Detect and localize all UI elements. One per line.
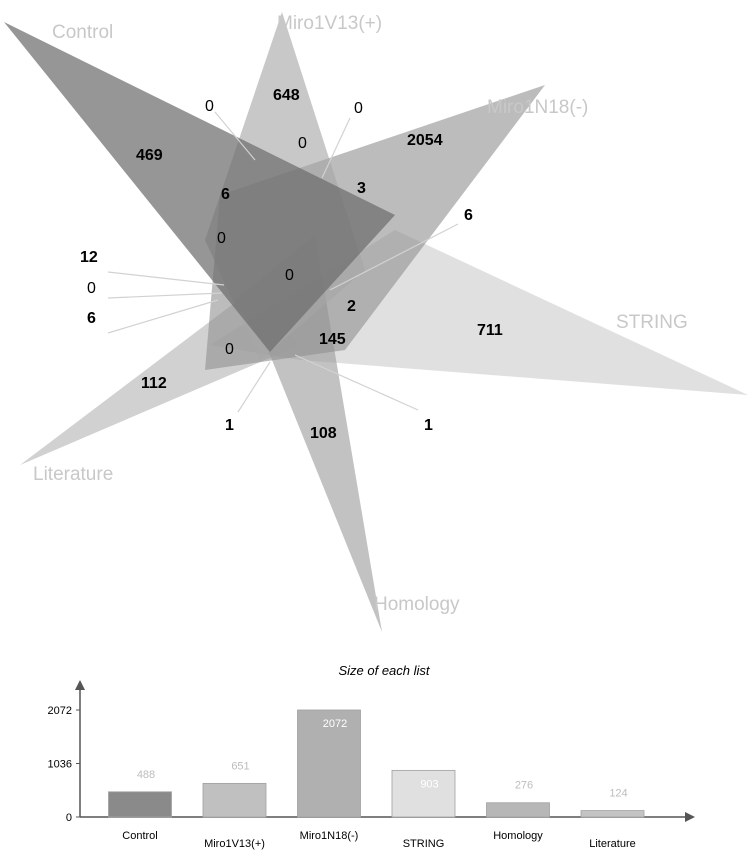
bar-value-label: 124 bbox=[609, 788, 627, 800]
count-string-only: 711 bbox=[477, 322, 503, 339]
bar bbox=[297, 709, 361, 818]
count-region: 6 bbox=[87, 310, 96, 327]
bar-value-label: 488 bbox=[137, 769, 155, 781]
bar-category-label: Miro1N18(-) bbox=[300, 830, 359, 842]
y-tick-label: 2072 bbox=[48, 705, 72, 717]
chart-value-labels: 488 651 2072 903 276 124 bbox=[137, 718, 628, 800]
count-region: 2 bbox=[347, 298, 356, 315]
bar bbox=[108, 791, 172, 818]
bar bbox=[580, 810, 645, 818]
count-region: 6 bbox=[464, 207, 473, 224]
bar-value-label: 2072 bbox=[323, 718, 347, 730]
bar-value-label: 276 bbox=[515, 780, 533, 792]
leader-lines bbox=[107, 111, 459, 413]
bar-category-label: Miro1V13(+) bbox=[204, 838, 265, 850]
leader-line bbox=[329, 223, 459, 291]
count-homology-only: 108 bbox=[310, 425, 337, 442]
set-shape-control bbox=[4, 22, 395, 352]
bar-category-label: STRING bbox=[403, 838, 445, 850]
count-control-only: 469 bbox=[136, 147, 163, 164]
count-region: 0 bbox=[217, 230, 226, 247]
leader-line bbox=[214, 111, 256, 161]
count-region: 0 bbox=[285, 267, 294, 284]
bar bbox=[202, 782, 267, 818]
count-region: 0 bbox=[87, 280, 96, 297]
count-region: 6 bbox=[221, 186, 230, 203]
y-tick-label: 1036 bbox=[48, 759, 72, 771]
leader-line bbox=[321, 117, 351, 179]
count-region: 1 bbox=[424, 417, 433, 434]
venn-shapes bbox=[4, 12, 748, 632]
chart-ticks: 0 1036 2072 bbox=[48, 705, 80, 824]
y-axis-arrow bbox=[75, 680, 85, 690]
bar bbox=[486, 802, 550, 818]
count-miro1v13-only: 648 bbox=[273, 87, 300, 104]
count-region: 12 bbox=[80, 249, 98, 266]
set-label-miro1n18: Miro1N18(-) bbox=[487, 97, 588, 118]
count-region: 0 bbox=[225, 341, 234, 358]
bar-category-label: Literature bbox=[589, 838, 635, 850]
chart-bars bbox=[108, 709, 645, 818]
leader-line bbox=[107, 271, 225, 286]
chart-title: Size of each list bbox=[338, 663, 430, 678]
bar-value-label: 903 bbox=[420, 778, 438, 790]
set-label-control: Control bbox=[52, 22, 113, 43]
bar-category-label: Homology bbox=[493, 830, 543, 842]
bar-category-label: Control bbox=[122, 830, 157, 842]
count-region: 0 bbox=[298, 135, 307, 152]
count-region: 1 bbox=[225, 417, 234, 434]
y-tick-label: 0 bbox=[66, 812, 72, 824]
set-label-miro1v13: Miro1V13(+) bbox=[277, 13, 382, 34]
leader-line bbox=[237, 361, 271, 413]
bar-value-label: 651 bbox=[231, 760, 249, 772]
set-label-string: STRING bbox=[616, 312, 688, 333]
count-region: 145 bbox=[319, 331, 346, 348]
leader-line bbox=[107, 299, 219, 334]
leader-line bbox=[294, 354, 419, 411]
bar-chart: Size of each list 0 1036 2072 488 651 2072 90… bbox=[48, 663, 695, 850]
bar bbox=[391, 769, 456, 818]
count-region: 0 bbox=[205, 98, 214, 115]
set-label-homology: Homology bbox=[374, 594, 460, 615]
leader-line bbox=[107, 292, 223, 299]
set-label-literature: Literature bbox=[33, 464, 113, 485]
x-axis-arrow bbox=[685, 812, 695, 822]
count-literature-only: 112 bbox=[141, 375, 167, 392]
count-region: 3 bbox=[357, 180, 366, 197]
chart-category-labels: Control Miro1V13(+) Miro1N18(-) STRING Homol… bbox=[122, 830, 635, 850]
count-region: 0 bbox=[354, 100, 363, 117]
count-miro1n18-only: 2054 bbox=[407, 132, 443, 149]
